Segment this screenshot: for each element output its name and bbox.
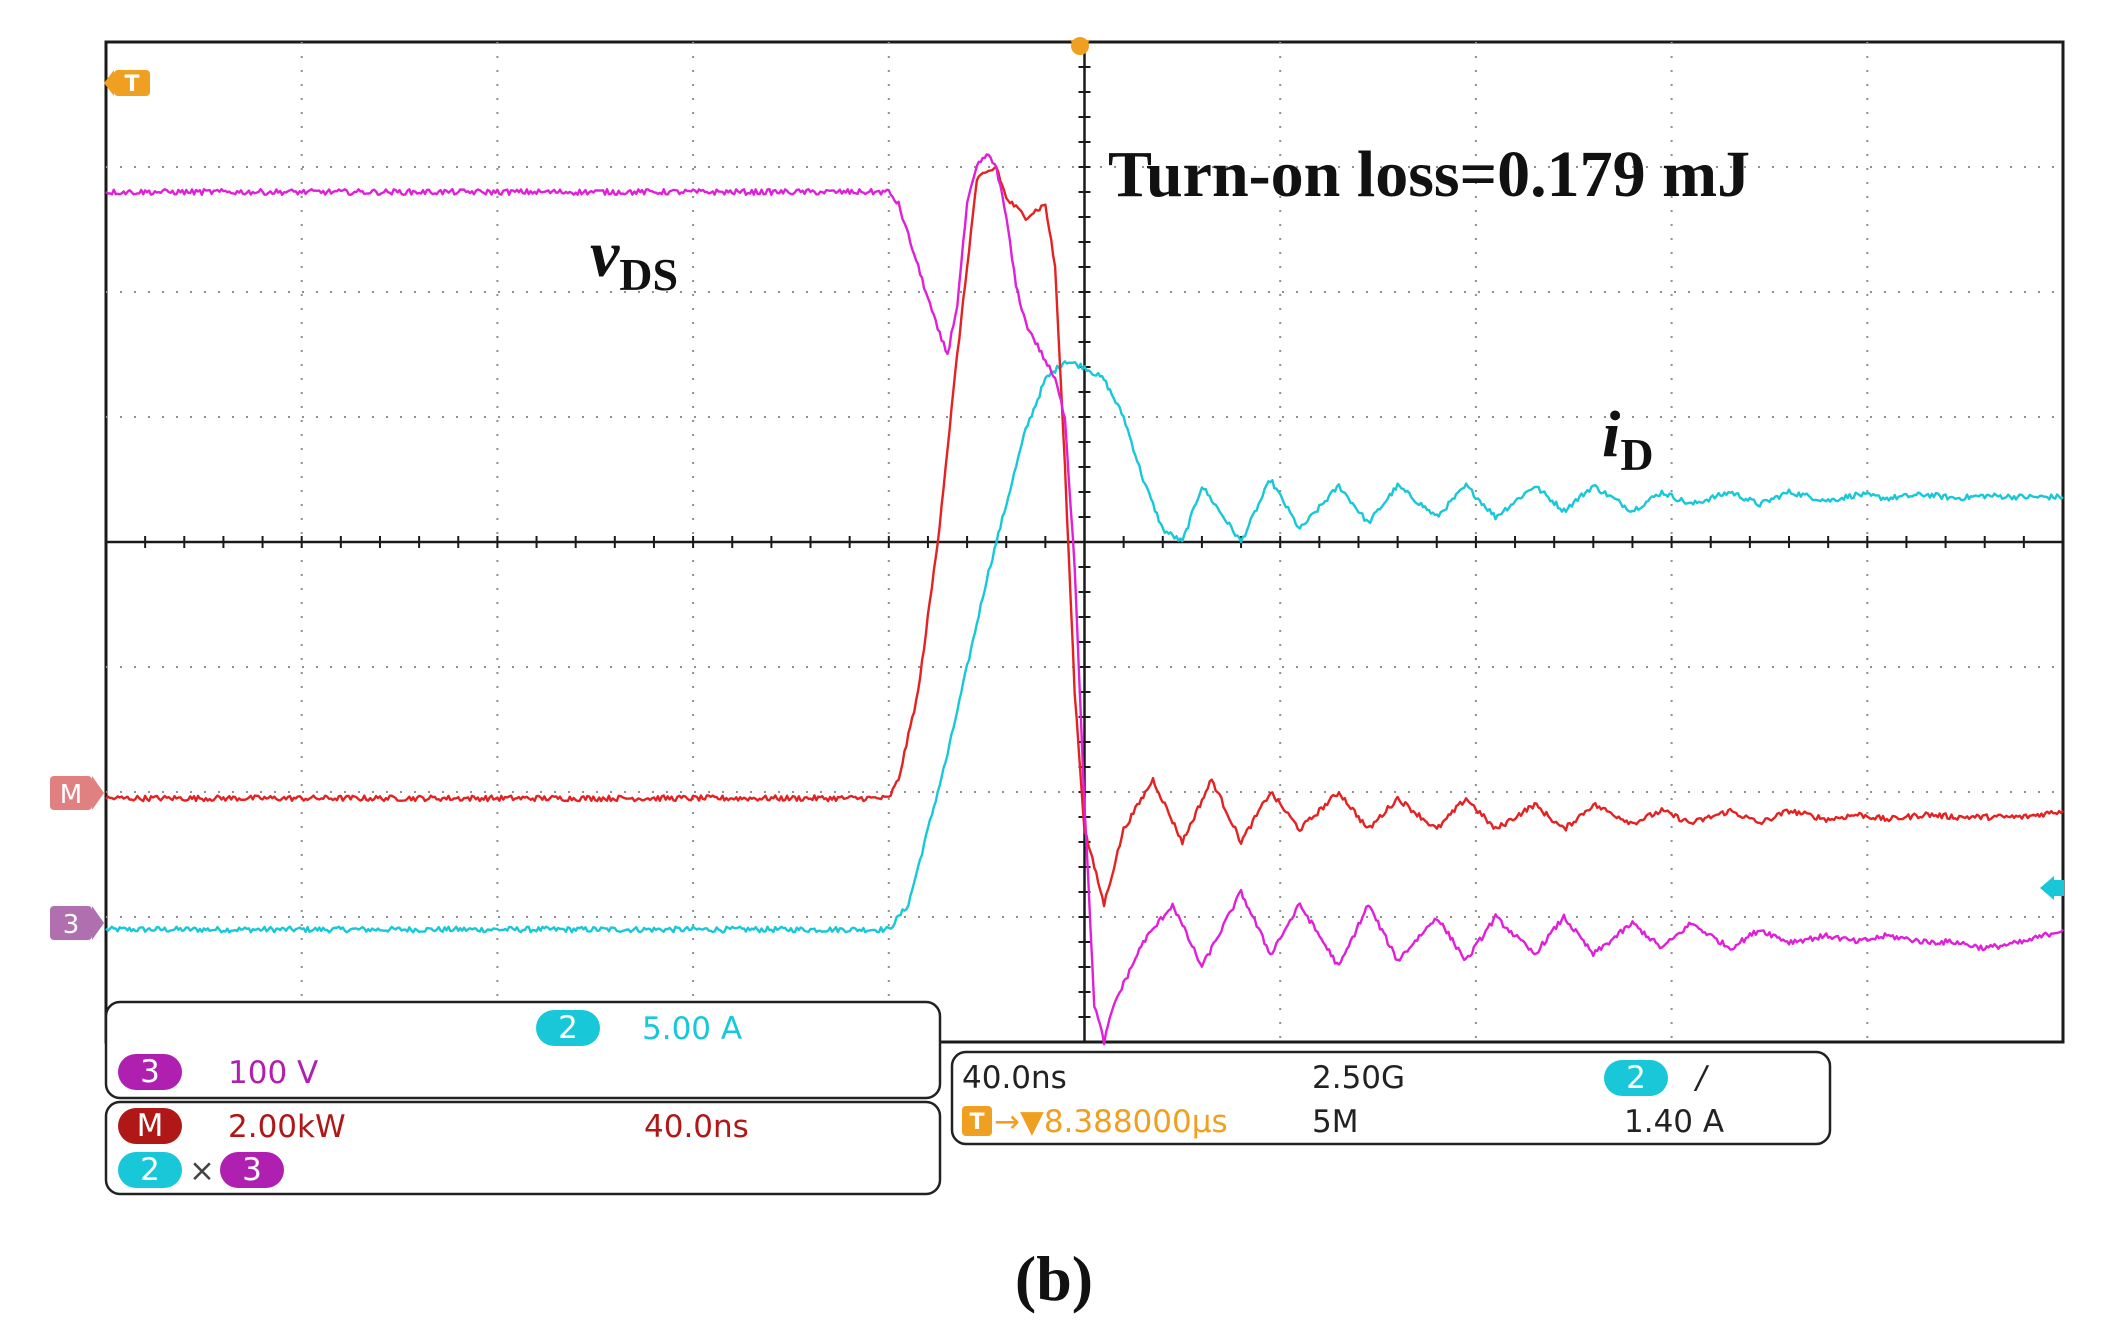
timebase[interactable]: 40.0ns bbox=[962, 1060, 1067, 1096]
record-length[interactable]: 5M bbox=[1312, 1104, 1358, 1140]
math-scale: 2.00kW bbox=[228, 1109, 346, 1145]
trigger-position-icon: T bbox=[969, 1110, 984, 1135]
trigger-position-marker[interactable] bbox=[1070, 37, 1090, 55]
trigger-t-label: T bbox=[124, 72, 139, 97]
math-ref-label: M bbox=[60, 780, 82, 810]
id-label-sub: D bbox=[1620, 429, 1653, 480]
vds-label-main: v bbox=[590, 218, 620, 291]
graticule bbox=[105, 41, 2064, 1043]
trigger-level[interactable]: 1.40 A bbox=[1624, 1104, 1724, 1140]
trace-ch3 bbox=[105, 153, 2064, 1046]
ch3-badge: 3 bbox=[140, 1054, 160, 1090]
waveform-traces bbox=[105, 153, 2064, 1046]
id-label-main: i bbox=[1602, 398, 1621, 471]
trace-ch2 bbox=[105, 360, 2064, 934]
trigger-position: →▼8.388000µs bbox=[994, 1104, 1228, 1140]
ch2-offset-marker-tail bbox=[2054, 880, 2064, 896]
math-expr-a: 2 bbox=[140, 1152, 160, 1188]
id-label: iD bbox=[1602, 398, 1654, 480]
ch3-ref-marker[interactable]: 3 bbox=[50, 906, 104, 940]
math-expr-b: 3 bbox=[242, 1152, 262, 1188]
math-expr-op: × bbox=[189, 1153, 215, 1189]
ch2-scale-readout[interactable]: 2 5.00 A bbox=[536, 1010, 742, 1047]
turn-on-loss-annotation: Turn-on loss=0.179 mJ bbox=[1108, 138, 1750, 211]
math-expression[interactable]: 2 × 3 bbox=[118, 1152, 284, 1189]
math-time: 40.0ns bbox=[644, 1109, 749, 1145]
trigger-position-readout[interactable]: T →▼8.388000µs bbox=[962, 1104, 1228, 1140]
ch3-scale-readout[interactable]: 3 100 V bbox=[118, 1054, 318, 1091]
trigger-slope-icon: / bbox=[1693, 1060, 1710, 1096]
trigger-source-readout[interactable]: 2 / bbox=[1604, 1060, 1710, 1096]
trace-math bbox=[105, 166, 2064, 908]
vds-label-sub: DS bbox=[619, 249, 678, 300]
math-scale-readout[interactable]: M 2.00kW 40.0ns bbox=[118, 1108, 749, 1145]
ch2-scale: 5.00 A bbox=[642, 1011, 742, 1047]
channel-scale-box bbox=[104, 1000, 942, 1100]
ch3-ref-label: 3 bbox=[63, 910, 80, 940]
panel-label: (b) bbox=[1015, 1243, 1093, 1314]
sample-rate[interactable]: 2.50G bbox=[1312, 1060, 1405, 1096]
vds-label: vDS bbox=[590, 218, 678, 300]
ch2-badge: 2 bbox=[558, 1010, 578, 1046]
trigger-source-badge: 2 bbox=[1626, 1060, 1646, 1096]
ch3-scale: 100 V bbox=[228, 1055, 318, 1091]
math-ref-marker[interactable]: M bbox=[50, 776, 104, 810]
trigger-t-marker[interactable]: T bbox=[104, 70, 150, 97]
math-badge: M bbox=[137, 1108, 164, 1144]
ch2-offset-marker[interactable] bbox=[2040, 876, 2054, 900]
math-scale-box bbox=[104, 1100, 942, 1196]
